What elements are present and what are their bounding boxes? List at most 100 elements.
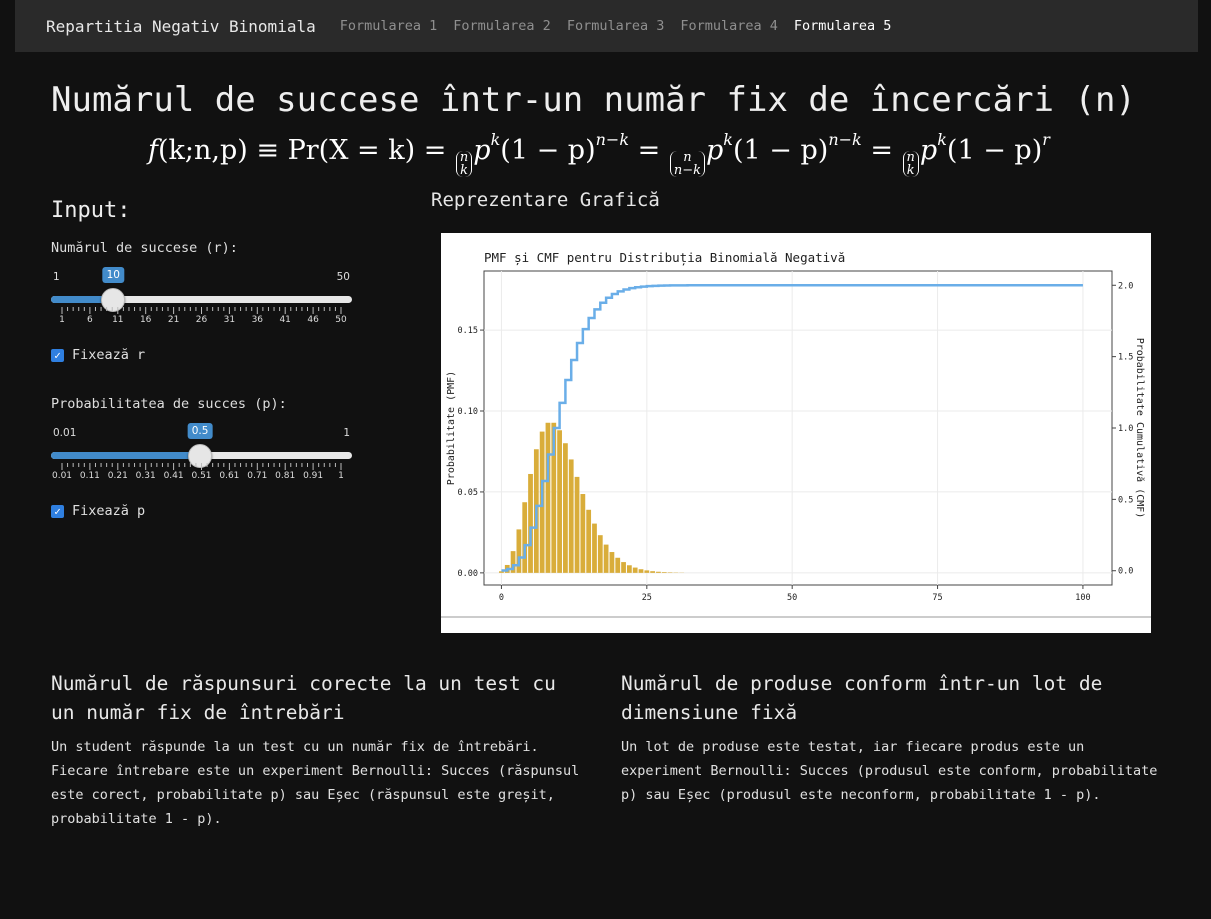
r-slider-tick-label: 1	[59, 315, 65, 325]
r-slider-handle[interactable]	[101, 288, 126, 312]
formula-equiv: ≡	[256, 135, 279, 166]
r-slider-tick-label: 31	[223, 315, 236, 325]
input-title: Input:	[51, 198, 131, 223]
y2-tick-label: 2.0	[1118, 281, 1133, 291]
p-slider-tick-label: 0.01	[51, 471, 73, 481]
r-slider-min: 1	[53, 271, 60, 283]
x-tick-label: 0	[499, 593, 504, 603]
p-slider-tick-label: 0.41	[163, 471, 184, 481]
bin-bottom: k	[460, 163, 469, 178]
r-slider[interactable]: 1 50 10 1 6 11 16 21 26 31 36 41 46 50	[51, 267, 352, 331]
formula-p: p	[706, 135, 724, 166]
binomial-n-nmk: n n−k	[669, 151, 705, 177]
p-slider-fill	[51, 452, 201, 459]
p-slider-ticks	[61, 463, 342, 470]
pmf-bar	[632, 567, 638, 573]
r-slider-tick-label: 50	[335, 315, 347, 325]
formula-exp-nmk: n−k	[595, 130, 630, 149]
formula-args: (k;n,p)	[158, 135, 248, 166]
r-slider-ticks	[61, 307, 342, 314]
r-slider-track[interactable]	[51, 296, 352, 303]
bin-top: n	[906, 150, 915, 165]
y2-tick-label: 0.5	[1118, 495, 1133, 505]
formula-exp-k: k	[937, 130, 947, 149]
r-slider-max: 50	[336, 271, 350, 283]
fix-p-check-icon[interactable]: ✓	[51, 504, 64, 518]
fix-r-check-icon[interactable]: ✓	[51, 348, 64, 362]
r-slider-tick-label: 6	[87, 315, 93, 325]
pmf-bar	[551, 422, 557, 573]
nav-link-formularea-2[interactable]: Formularea 2	[453, 18, 551, 34]
y2-tick-label: 0.0	[1118, 567, 1133, 577]
pmf-bar	[661, 572, 667, 573]
formula-exp-nmk: n−k	[828, 130, 862, 149]
formula-p: p	[919, 135, 938, 166]
p-slider-handle[interactable]	[188, 444, 213, 468]
p-slider-tick-label: 0.51	[191, 471, 212, 481]
r-slider-label: Numărul de succese (r):	[51, 240, 238, 256]
pmf-bar	[609, 552, 615, 573]
fix-r-checkbox[interactable]: ✓ Fixează r	[51, 347, 145, 363]
pmf-bar	[626, 565, 632, 573]
r-slider-tick-label: 26	[195, 315, 208, 325]
pmf-bar	[557, 430, 562, 573]
y2-axis-label: Probabilitate Cumulativă (CMF)	[1134, 338, 1146, 519]
formula-1mp: (1 − p)	[733, 135, 829, 166]
r-slider-tick-label: 46	[307, 315, 319, 325]
pmf-bar	[597, 535, 603, 573]
x-tick-label: 25	[642, 593, 652, 603]
card-1-title: Numărul de răspunsuri corecte la un test…	[51, 672, 556, 724]
formula-exp-k: k	[723, 130, 733, 149]
y2-tick-label: 1.5	[1118, 353, 1133, 363]
nav-link-formularea-1[interactable]: Formularea 1	[339, 18, 438, 34]
formula-eq-1: =	[637, 135, 661, 166]
y-tick-label: 0.05	[458, 488, 478, 498]
y-tick-label: 0.00	[458, 569, 478, 579]
pmf-bar	[563, 443, 568, 573]
navbar: Repartitia Negativ Binomiala Formularea …	[15, 0, 1198, 52]
r-slider-value: 10	[102, 267, 124, 283]
fix-p-label: Fixează p	[72, 503, 146, 519]
p-slider-tick-label: 0.81	[275, 471, 296, 481]
navbar-brand[interactable]: Repartitia Negativ Binomiala	[46, 16, 316, 36]
pmf-cmf-chart: 0 25 50 75 100 0.00 0.05 0.10 0.15 0.0 0.5 1.0 1.5 2.…	[441, 250, 1151, 618]
y2-tick-label: 1.0	[1118, 424, 1133, 434]
pmf-bar	[650, 571, 656, 573]
formula-exp-k: k	[490, 130, 501, 149]
nav-link-formularea-3[interactable]: Formularea 3	[566, 18, 665, 34]
r-slider-tick-label: 36	[251, 315, 264, 325]
pmf-bar	[603, 544, 609, 573]
y-tick-label: 0.15	[458, 326, 478, 336]
formula-event: (X = k) =	[318, 135, 447, 166]
fix-p-checkbox[interactable]: ✓ Fixează p	[51, 503, 145, 519]
nav-link-formularea-5[interactable]: Formularea 5	[793, 18, 892, 34]
nav-link-formularea-4[interactable]: Formularea 4	[680, 18, 778, 34]
pmf-bar	[510, 551, 516, 573]
formula-f: f	[148, 135, 158, 166]
chart-container: 0 25 50 75 100 0.00 0.05 0.10 0.15 0.0 0.5 1.0 1.5 2.…	[441, 233, 1151, 633]
pmf-bar	[528, 473, 533, 573]
pmf-bar	[656, 571, 661, 573]
x-tick-label: 75	[932, 593, 942, 603]
fix-r-label: Fixează r	[72, 347, 146, 363]
cmf-line	[501, 284, 1083, 572]
pmf-bar	[522, 502, 528, 573]
bin-top: n	[459, 150, 469, 165]
card-1-text: Un student răspunde la un test cu un num…	[51, 739, 580, 827]
pmf-bar	[516, 529, 522, 573]
card-2-title: Numărul de produse conform într-un lot d…	[621, 672, 1103, 724]
formula-exp-r: r	[1042, 130, 1050, 149]
bin-bottom: k	[906, 163, 915, 178]
p-slider-tick-label: 0.31	[135, 471, 156, 481]
formula-1mp: (1 − p)	[500, 135, 596, 166]
pmf-formula: f(k;n,p) ≡ Pr(X = k) = n k pk(1 − p)n−k = …	[148, 130, 1050, 177]
x-tick-label: 100	[1075, 593, 1090, 603]
p-slider-tick-label: 1	[338, 471, 344, 481]
formula-1mp: (1 − p)	[946, 135, 1043, 166]
card-2-text: Un lot de produse este testat, iar fieca…	[621, 739, 1158, 803]
pmf-bar	[615, 557, 621, 573]
pmf-bar	[621, 562, 626, 573]
chart-title: PMF și CMF pentru Distribuția Binomială …	[484, 250, 845, 266]
pmf-bar	[568, 459, 574, 573]
p-slider[interactable]: 0.01 1 0.5 0.01 0.11 0.21 0.31 0.41 0.51 0.61 0…	[51, 423, 352, 487]
